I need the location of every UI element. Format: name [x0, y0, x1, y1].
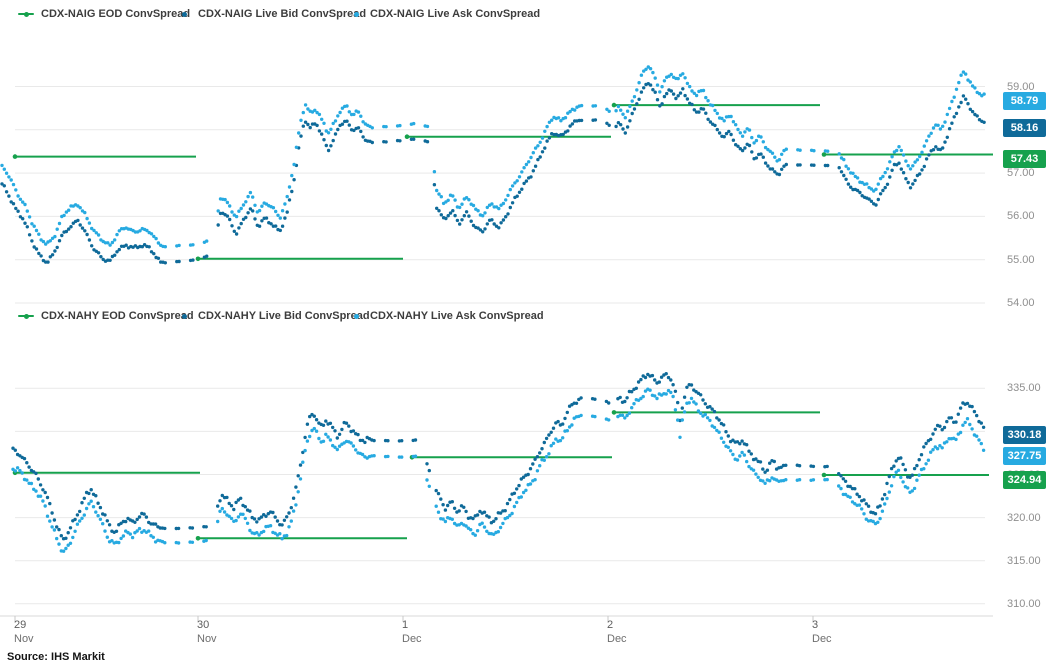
- ask-dot-marker: [354, 313, 359, 319]
- eod-line-start-dot: [611, 102, 617, 108]
- legend-label: CDX-NAHY EOD ConvSpread: [41, 310, 194, 322]
- bid-dot-marker: [182, 313, 187, 319]
- eod-line-marker: [18, 11, 34, 17]
- legend-item-naig-bid[interactable]: CDX-NAIG Live Bid ConvSpread: [177, 8, 366, 20]
- bid-dot-marker: [182, 11, 187, 17]
- cdx-nahy-bid-points: [11, 372, 986, 541]
- legend-label: CDX-NAHY Live Bid ConvSpread: [198, 310, 370, 322]
- eod-line-start-dot: [195, 536, 201, 541]
- legend-label: CDX-NAHY Live Ask ConvSpread: [370, 310, 544, 322]
- ask-dot-marker: [354, 11, 359, 17]
- eod-line-start-dot: [821, 152, 827, 157]
- cdx-naig-bid-points: [0, 82, 986, 265]
- legend-label: CDX-NAIG Live Bid ConvSpread: [198, 8, 367, 20]
- legend-item-nahy-eod[interactable]: CDX-NAHY EOD ConvSpread: [18, 310, 194, 322]
- cdx-naig-ask-points: [0, 65, 986, 249]
- legend-label: CDX-NAIG Live Ask ConvSpread: [370, 8, 541, 20]
- legend-nahy: CDX-NAHY EOD ConvSpread CDX-NAHY Live Bi…: [0, 310, 1051, 328]
- eod-line-start-dot: [821, 472, 827, 478]
- eod-line-start-dot: [611, 410, 617, 415]
- legend-item-nahy-bid[interactable]: CDX-NAHY Live Bid ConvSpread: [177, 310, 370, 322]
- eod-line-marker: [18, 313, 34, 319]
- legend-item-naig-ask[interactable]: CDX-NAIG Live Ask ConvSpread: [349, 8, 540, 20]
- eod-line-start-dot: [195, 256, 201, 262]
- eod-line-start-dot: [12, 154, 18, 159]
- legend-item-nahy-ask[interactable]: CDX-NAHY Live Ask ConvSpread: [349, 310, 544, 322]
- source-note: Source: IHS Markit: [7, 651, 105, 663]
- legend-label: CDX-NAIG EOD ConvSpread: [41, 8, 191, 20]
- eod-line-start-dot: [404, 134, 410, 139]
- legend-item-naig-eod[interactable]: CDX-NAIG EOD ConvSpread: [18, 8, 190, 20]
- legend-naig: CDX-NAIG EOD ConvSpread CDX-NAIG Live Bi…: [0, 8, 1051, 26]
- cdx-nahy-ask-points: [11, 387, 986, 553]
